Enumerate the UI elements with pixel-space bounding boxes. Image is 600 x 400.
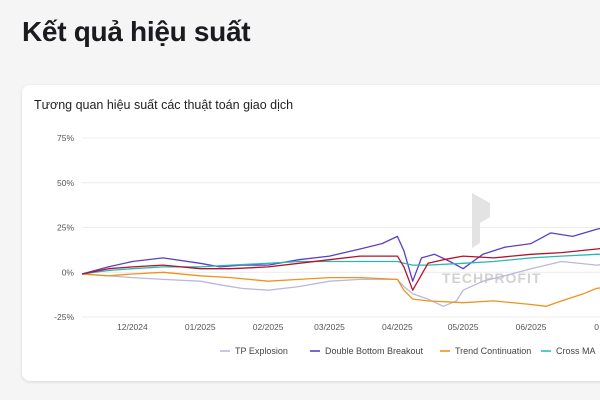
x-tick-label: 03/2025 xyxy=(314,322,345,332)
y-tick-label: 75% xyxy=(57,133,74,143)
x-tick-label: 05/2025 xyxy=(448,322,479,332)
x-tick-label: 01/2025 xyxy=(185,322,216,332)
series-line-unlabeled xyxy=(81,247,600,291)
chart-title: Tương quan hiệu suất các thuật toán giao… xyxy=(34,98,294,112)
series-line-cross-ma xyxy=(81,253,600,275)
y-tick-label: 50% xyxy=(57,178,74,188)
watermark-logo: TECHPROFIT xyxy=(442,193,541,286)
chart-card: Tương quan hiệu suất các thuật toán giao… xyxy=(22,85,600,381)
legend-label: TP Explosion xyxy=(235,346,288,356)
x-tick-label: 02/2025 xyxy=(253,322,284,332)
y-tick-label: 0% xyxy=(62,267,75,277)
y-tick-label: -25% xyxy=(54,312,74,322)
legend-label: Trend Continuation xyxy=(455,346,531,356)
x-tick-label: 0 xyxy=(594,322,599,332)
x-tick-label: 04/2025 xyxy=(382,322,413,332)
x-tick-label: 06/2025 xyxy=(516,322,547,332)
watermark-logo-shape xyxy=(472,193,490,248)
series-line-double-bottom-breakout xyxy=(81,227,600,282)
legend-label: Double Bottom Breakout xyxy=(325,346,424,356)
y-tick-label: 25% xyxy=(57,223,74,233)
series-line-trend-continuation xyxy=(81,271,600,307)
page-title: Kết quả hiệu suất xyxy=(22,16,251,47)
legend-label: Cross MA xyxy=(556,346,596,356)
performance-line-chart: -25% 0% 25% 50% 75% 12/2024 01/2025 02/2025 03/2… xyxy=(54,133,600,356)
series-line-tp-explosion xyxy=(81,260,600,307)
watermark-text: TECHPROFIT xyxy=(442,270,541,286)
x-tick-label: 12/2024 xyxy=(117,322,148,332)
